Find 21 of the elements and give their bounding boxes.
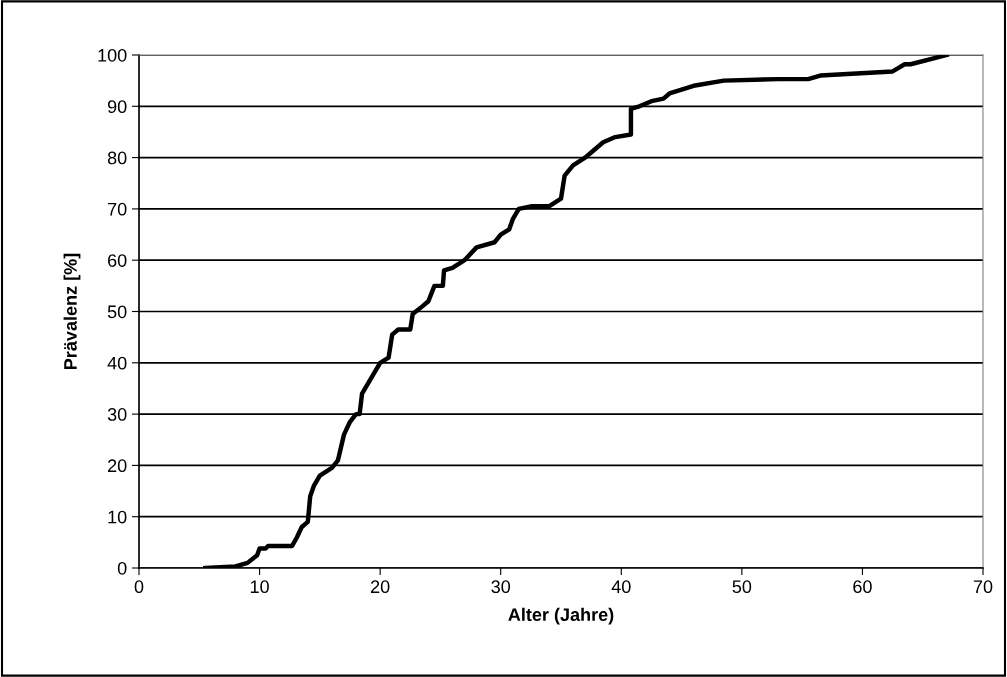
x-tick-label: 10 — [250, 580, 269, 594]
x-tick-label: 60 — [853, 580, 872, 594]
x-tick-label: 70 — [973, 580, 993, 594]
y-tick-label: 100 — [98, 48, 127, 62]
x-axis-title: Alter (Jahre) — [508, 607, 614, 625]
x-tick-label: 20 — [371, 580, 390, 594]
x-tick-label: 40 — [611, 580, 631, 594]
y-tick-label: 60 — [108, 254, 127, 267]
y-tick-label: 80 — [107, 151, 127, 165]
y-tick-label: 70 — [108, 202, 127, 216]
y-tick-label: 30 — [107, 408, 127, 421]
y-tick-label: 40 — [107, 356, 127, 370]
x-tick-label: 30 — [491, 580, 511, 594]
x-tick-label: 50 — [732, 580, 752, 594]
x-tick-label: 0 — [134, 580, 144, 594]
y-tick-label: 20 — [108, 459, 127, 473]
y-axis-title: Prävalenz [%] — [63, 253, 81, 369]
y-tick-label: 10 — [108, 510, 127, 524]
y-tick-label: 50 — [107, 305, 127, 319]
y-tick-label: 90 — [107, 100, 127, 114]
y-tick-label: 0 — [117, 561, 127, 575]
